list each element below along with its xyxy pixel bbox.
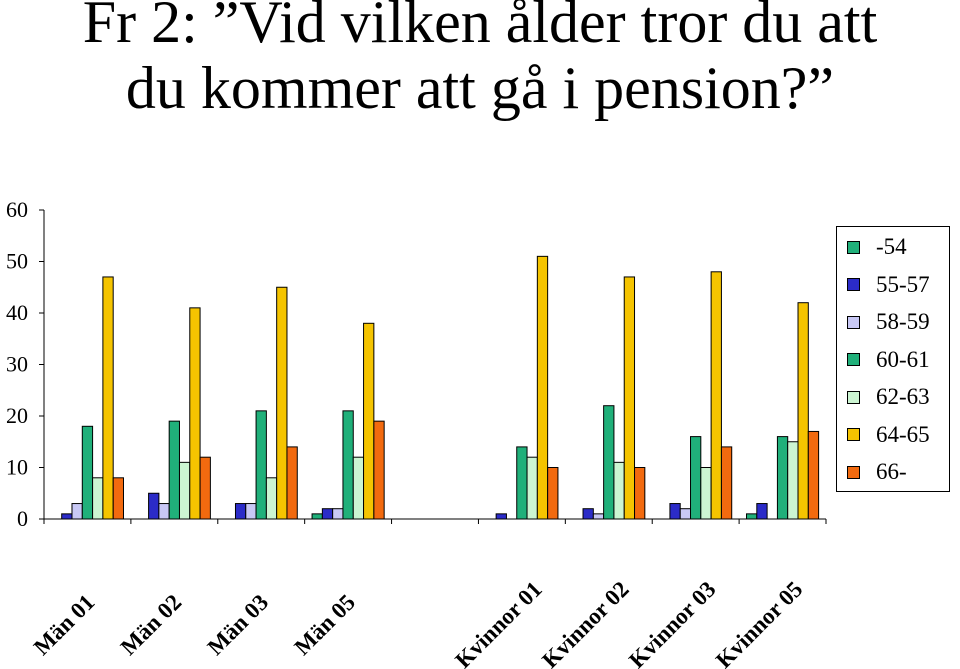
y-tick-label: 60 xyxy=(6,197,28,222)
bar xyxy=(71,503,83,520)
bar xyxy=(112,477,124,520)
y-tick-label: 0 xyxy=(17,506,28,531)
x-category-label: Män 01 xyxy=(29,589,100,660)
bar xyxy=(148,492,160,520)
bar xyxy=(746,513,758,520)
bar xyxy=(669,503,681,520)
legend-label: 62-63 xyxy=(876,384,930,409)
bar xyxy=(373,420,385,520)
x-category-label: Kvinnor 05 xyxy=(711,576,807,669)
legend-label: 64-65 xyxy=(876,421,930,447)
legend-swatch xyxy=(847,428,860,441)
legend-label: -54 xyxy=(876,234,907,259)
bar xyxy=(168,420,180,520)
bar xyxy=(311,513,323,520)
legend-swatch xyxy=(847,390,860,404)
x-category-label: Män 02 xyxy=(116,589,187,660)
bar xyxy=(81,425,94,520)
bar xyxy=(582,508,594,520)
x-category-label: Kvinnor 01 xyxy=(450,576,546,669)
bar xyxy=(634,467,646,520)
bar xyxy=(255,410,267,520)
bar xyxy=(756,503,768,520)
legend: -54 55-57 58-59 60-61 62-63 64-65 66- xyxy=(836,226,950,492)
bar xyxy=(342,410,354,520)
x-category-label: Kvinnor 03 xyxy=(624,576,720,669)
legend-item: 64-65 xyxy=(847,421,930,447)
bar xyxy=(623,276,636,520)
legend-swatch xyxy=(847,315,860,329)
bar xyxy=(265,477,278,520)
bar xyxy=(700,467,712,520)
bar xyxy=(92,477,104,520)
legend-item: 62-63 xyxy=(847,384,930,409)
bar xyxy=(776,436,789,520)
y-tick-label: 50 xyxy=(6,249,28,274)
bar xyxy=(536,255,549,520)
chart-title: Fr 2: ”Vid vilken ålder tror du att du k… xyxy=(0,0,960,124)
legend-item: 60-61 xyxy=(847,346,930,372)
y-tick-label: 10 xyxy=(6,455,28,480)
legend-item: 66- xyxy=(847,459,907,484)
x-category-label: Män 03 xyxy=(203,589,274,660)
bar xyxy=(516,446,528,520)
bar xyxy=(807,430,820,520)
bar xyxy=(547,467,559,520)
chart-title-line-1: Fr 2: ”Vid vilken ålder tror du att xyxy=(82,0,878,55)
x-category-label: Män 05 xyxy=(290,589,361,660)
bar xyxy=(363,322,375,520)
bar xyxy=(720,446,733,520)
bar xyxy=(276,286,288,520)
y-tick-label: 20 xyxy=(6,403,28,428)
bar xyxy=(613,461,625,520)
legend-swatch xyxy=(847,353,860,366)
bar xyxy=(158,503,170,520)
bar xyxy=(787,441,799,520)
bar xyxy=(352,456,365,520)
bar xyxy=(321,508,334,520)
legend-swatch xyxy=(847,465,860,479)
bar xyxy=(234,503,247,520)
bar xyxy=(178,461,191,520)
bar xyxy=(690,436,702,520)
bar xyxy=(189,307,201,520)
legend-swatch xyxy=(847,278,860,291)
bar xyxy=(592,513,605,520)
bar xyxy=(61,513,73,520)
legend-label: 66- xyxy=(876,459,907,484)
bar xyxy=(797,302,809,520)
legend-label: 60-61 xyxy=(876,346,930,372)
bar xyxy=(710,271,722,520)
legend-label: 55-57 xyxy=(876,271,930,297)
bar xyxy=(603,405,615,520)
bar xyxy=(102,276,114,520)
legend-item: 58-59 xyxy=(847,309,930,334)
legend-item: -54 xyxy=(847,234,907,259)
bar xyxy=(286,446,298,520)
bar xyxy=(245,503,257,520)
x-category-label: Kvinnor 02 xyxy=(537,576,633,669)
y-tick-label: 30 xyxy=(6,352,28,377)
legend-item: 55-57 xyxy=(847,271,930,297)
legend-swatch xyxy=(847,240,860,254)
legend-label: 58-59 xyxy=(876,309,930,334)
bar xyxy=(526,456,538,520)
chart-title-line-2: du kommer att gå i pension?” xyxy=(125,55,835,121)
y-tick-label: 40 xyxy=(6,300,28,325)
bar xyxy=(679,508,692,520)
bar xyxy=(495,513,507,520)
bar xyxy=(199,456,211,520)
bar xyxy=(332,508,344,520)
